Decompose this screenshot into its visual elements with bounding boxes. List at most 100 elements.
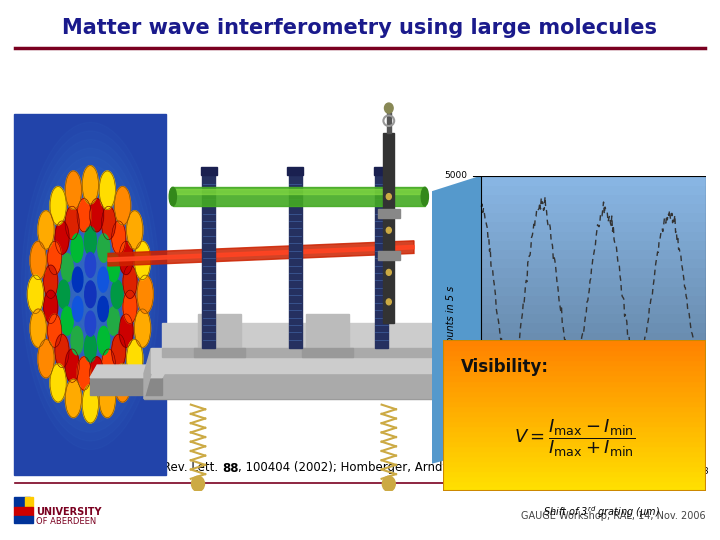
Text: Matter wave interferometry using large molecules: Matter wave interferometry using large m… xyxy=(63,18,657,38)
Polygon shape xyxy=(475,377,533,395)
Polygon shape xyxy=(481,442,706,451)
Circle shape xyxy=(85,252,96,278)
Polygon shape xyxy=(481,377,706,387)
Polygon shape xyxy=(443,390,706,393)
Text: OF ABERDEEN: OF ABERDEEN xyxy=(36,516,96,525)
Polygon shape xyxy=(443,487,706,491)
Polygon shape xyxy=(302,348,353,356)
Circle shape xyxy=(98,234,109,262)
Polygon shape xyxy=(194,348,245,356)
Circle shape xyxy=(98,326,109,355)
Polygon shape xyxy=(481,221,706,231)
Bar xyxy=(25,497,33,507)
Circle shape xyxy=(58,208,123,363)
Circle shape xyxy=(47,183,134,389)
Text: Shift of 3$^{rd}$ grating ($\mu$m): Shift of 3$^{rd}$ grating ($\mu$m) xyxy=(543,504,660,520)
Circle shape xyxy=(384,103,393,113)
Circle shape xyxy=(54,200,127,372)
Circle shape xyxy=(40,165,141,407)
Text: 2: 2 xyxy=(628,467,634,476)
Polygon shape xyxy=(443,421,706,426)
Circle shape xyxy=(66,171,81,210)
Polygon shape xyxy=(173,187,425,206)
Polygon shape xyxy=(481,185,706,194)
Text: , 100404 (2002); Homberger, Arndt: , 100404 (2002); Homberger, Arndt xyxy=(238,462,451,475)
Circle shape xyxy=(38,340,54,378)
Polygon shape xyxy=(443,366,706,370)
Polygon shape xyxy=(289,176,302,348)
Ellipse shape xyxy=(421,187,428,206)
Polygon shape xyxy=(443,375,706,381)
Polygon shape xyxy=(481,350,706,359)
Polygon shape xyxy=(287,167,303,176)
Circle shape xyxy=(79,260,102,312)
Polygon shape xyxy=(481,414,706,423)
Polygon shape xyxy=(443,366,706,367)
Polygon shape xyxy=(443,471,706,476)
Polygon shape xyxy=(481,322,706,332)
Polygon shape xyxy=(443,446,706,450)
Polygon shape xyxy=(151,348,493,374)
Polygon shape xyxy=(481,387,706,396)
Circle shape xyxy=(123,290,137,323)
Polygon shape xyxy=(108,245,414,261)
Circle shape xyxy=(98,296,109,321)
Polygon shape xyxy=(306,314,349,348)
Polygon shape xyxy=(481,313,706,322)
Circle shape xyxy=(29,140,152,433)
Polygon shape xyxy=(144,348,151,399)
Text: C$_{70}$ fullerene molecule: C$_{70}$ fullerene molecule xyxy=(19,415,146,429)
Polygon shape xyxy=(481,359,706,368)
Circle shape xyxy=(127,211,143,249)
Circle shape xyxy=(107,253,120,282)
Circle shape xyxy=(61,307,73,335)
Polygon shape xyxy=(443,406,706,408)
Polygon shape xyxy=(443,355,706,356)
Circle shape xyxy=(76,252,105,320)
Polygon shape xyxy=(443,431,706,434)
Polygon shape xyxy=(481,203,706,212)
Polygon shape xyxy=(443,355,706,360)
Circle shape xyxy=(387,227,392,233)
Polygon shape xyxy=(443,441,706,446)
Circle shape xyxy=(48,241,62,275)
Polygon shape xyxy=(90,377,162,395)
Circle shape xyxy=(112,334,126,368)
Polygon shape xyxy=(144,374,493,399)
Polygon shape xyxy=(443,466,706,471)
Polygon shape xyxy=(443,426,706,431)
Text: , 711 (2004): , 711 (2004) xyxy=(554,462,626,475)
Polygon shape xyxy=(443,406,706,411)
Circle shape xyxy=(86,278,94,294)
Polygon shape xyxy=(443,461,706,465)
Circle shape xyxy=(55,221,69,254)
Circle shape xyxy=(123,265,137,299)
Circle shape xyxy=(77,199,91,232)
Circle shape xyxy=(119,314,133,347)
Polygon shape xyxy=(481,451,706,489)
Polygon shape xyxy=(443,370,706,375)
Polygon shape xyxy=(387,112,391,133)
Polygon shape xyxy=(90,365,169,377)
Circle shape xyxy=(50,191,130,381)
Circle shape xyxy=(387,269,392,275)
Circle shape xyxy=(65,206,79,240)
Text: Phys. Rev. Lett.: Phys. Rev. Lett. xyxy=(124,462,222,475)
Polygon shape xyxy=(443,471,706,476)
Polygon shape xyxy=(468,365,536,377)
Circle shape xyxy=(50,363,66,402)
Text: 88: 88 xyxy=(222,462,238,475)
Text: Nature: Nature xyxy=(482,462,529,475)
Polygon shape xyxy=(481,231,706,240)
Polygon shape xyxy=(481,212,706,221)
Circle shape xyxy=(43,174,138,398)
Polygon shape xyxy=(108,241,414,266)
Circle shape xyxy=(65,349,79,382)
Circle shape xyxy=(25,131,156,441)
Polygon shape xyxy=(198,314,241,348)
Polygon shape xyxy=(378,251,400,260)
Circle shape xyxy=(55,334,69,368)
Polygon shape xyxy=(443,476,706,481)
Text: Arndt: Arndt xyxy=(58,462,94,475)
Polygon shape xyxy=(443,401,706,406)
